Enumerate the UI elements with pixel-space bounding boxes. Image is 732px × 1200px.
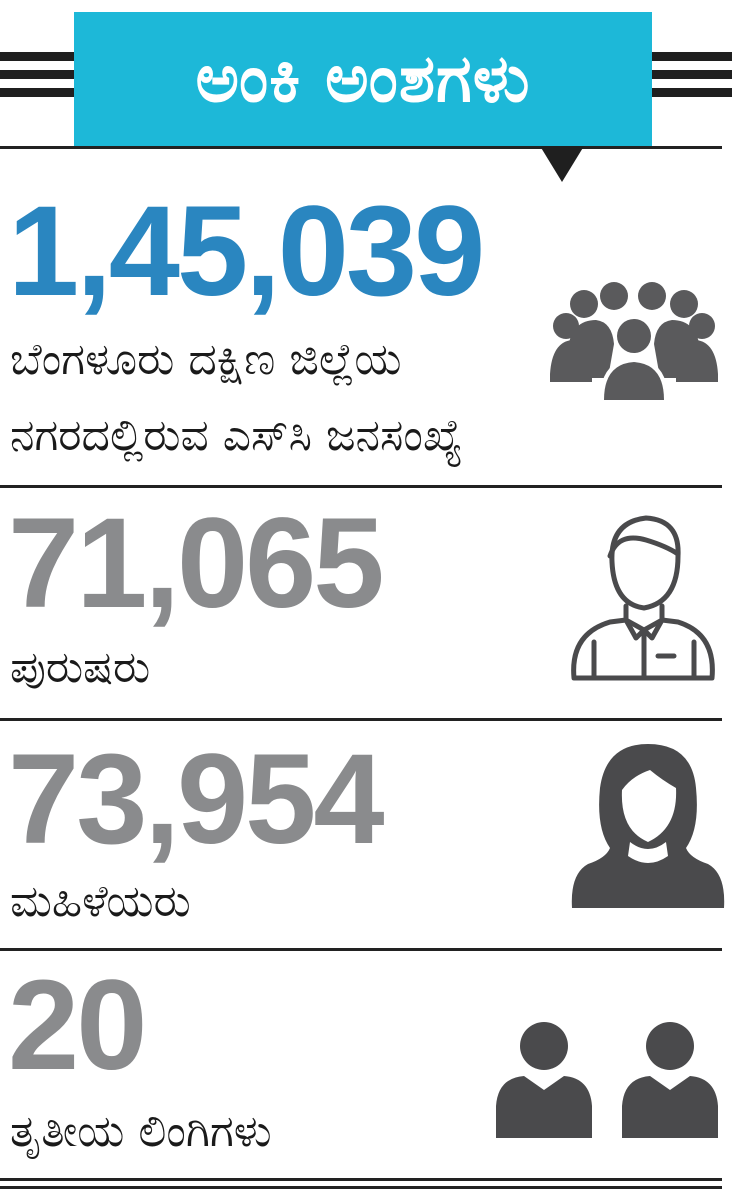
female-count-label: ಮಹಿಳೆಯರು [10, 876, 191, 927]
divider-1 [0, 485, 722, 488]
total-sc-population-label-line1: ಬೆಂಗಳೂರು ದಕ್ಷಿಣ ಜಿಲ್ಲೆಯ [10, 334, 402, 385]
third-gender-count-number: 20 [8, 954, 147, 1097]
female-count-number: 73,954 [8, 728, 384, 871]
woman-icon [571, 744, 725, 908]
pointer-triangle [540, 146, 584, 182]
page-title: ಅಂಕಿ ಅಂಶಗಳು [195, 39, 531, 117]
footer-line-top [0, 1178, 722, 1181]
divider-2 [0, 718, 722, 721]
two-persons-icon [496, 1022, 718, 1138]
male-count-number: 71,065 [8, 492, 384, 635]
header-banner: ಅಂಕಿ ಅಂಶಗಳು [74, 12, 652, 146]
divider-3 [0, 948, 722, 951]
header-divider [0, 146, 722, 149]
male-count-label: ಪುರುಷರು [10, 642, 151, 693]
group-people-icon [550, 282, 718, 400]
third-gender-count-label: ತೃತೀಯ ಲಿಂಗಿಗಳು [10, 1106, 272, 1157]
total-sc-population-number: 1,45,039 [8, 180, 485, 323]
total-sc-population-label-line2: ನಗರದಲ್ಲಿರುವ ಎಸ್‌ಸಿ ಜನಸಂಖ್ಯೆ [10, 410, 463, 461]
footer-line-bottom [0, 1186, 722, 1189]
man-icon [571, 515, 715, 681]
